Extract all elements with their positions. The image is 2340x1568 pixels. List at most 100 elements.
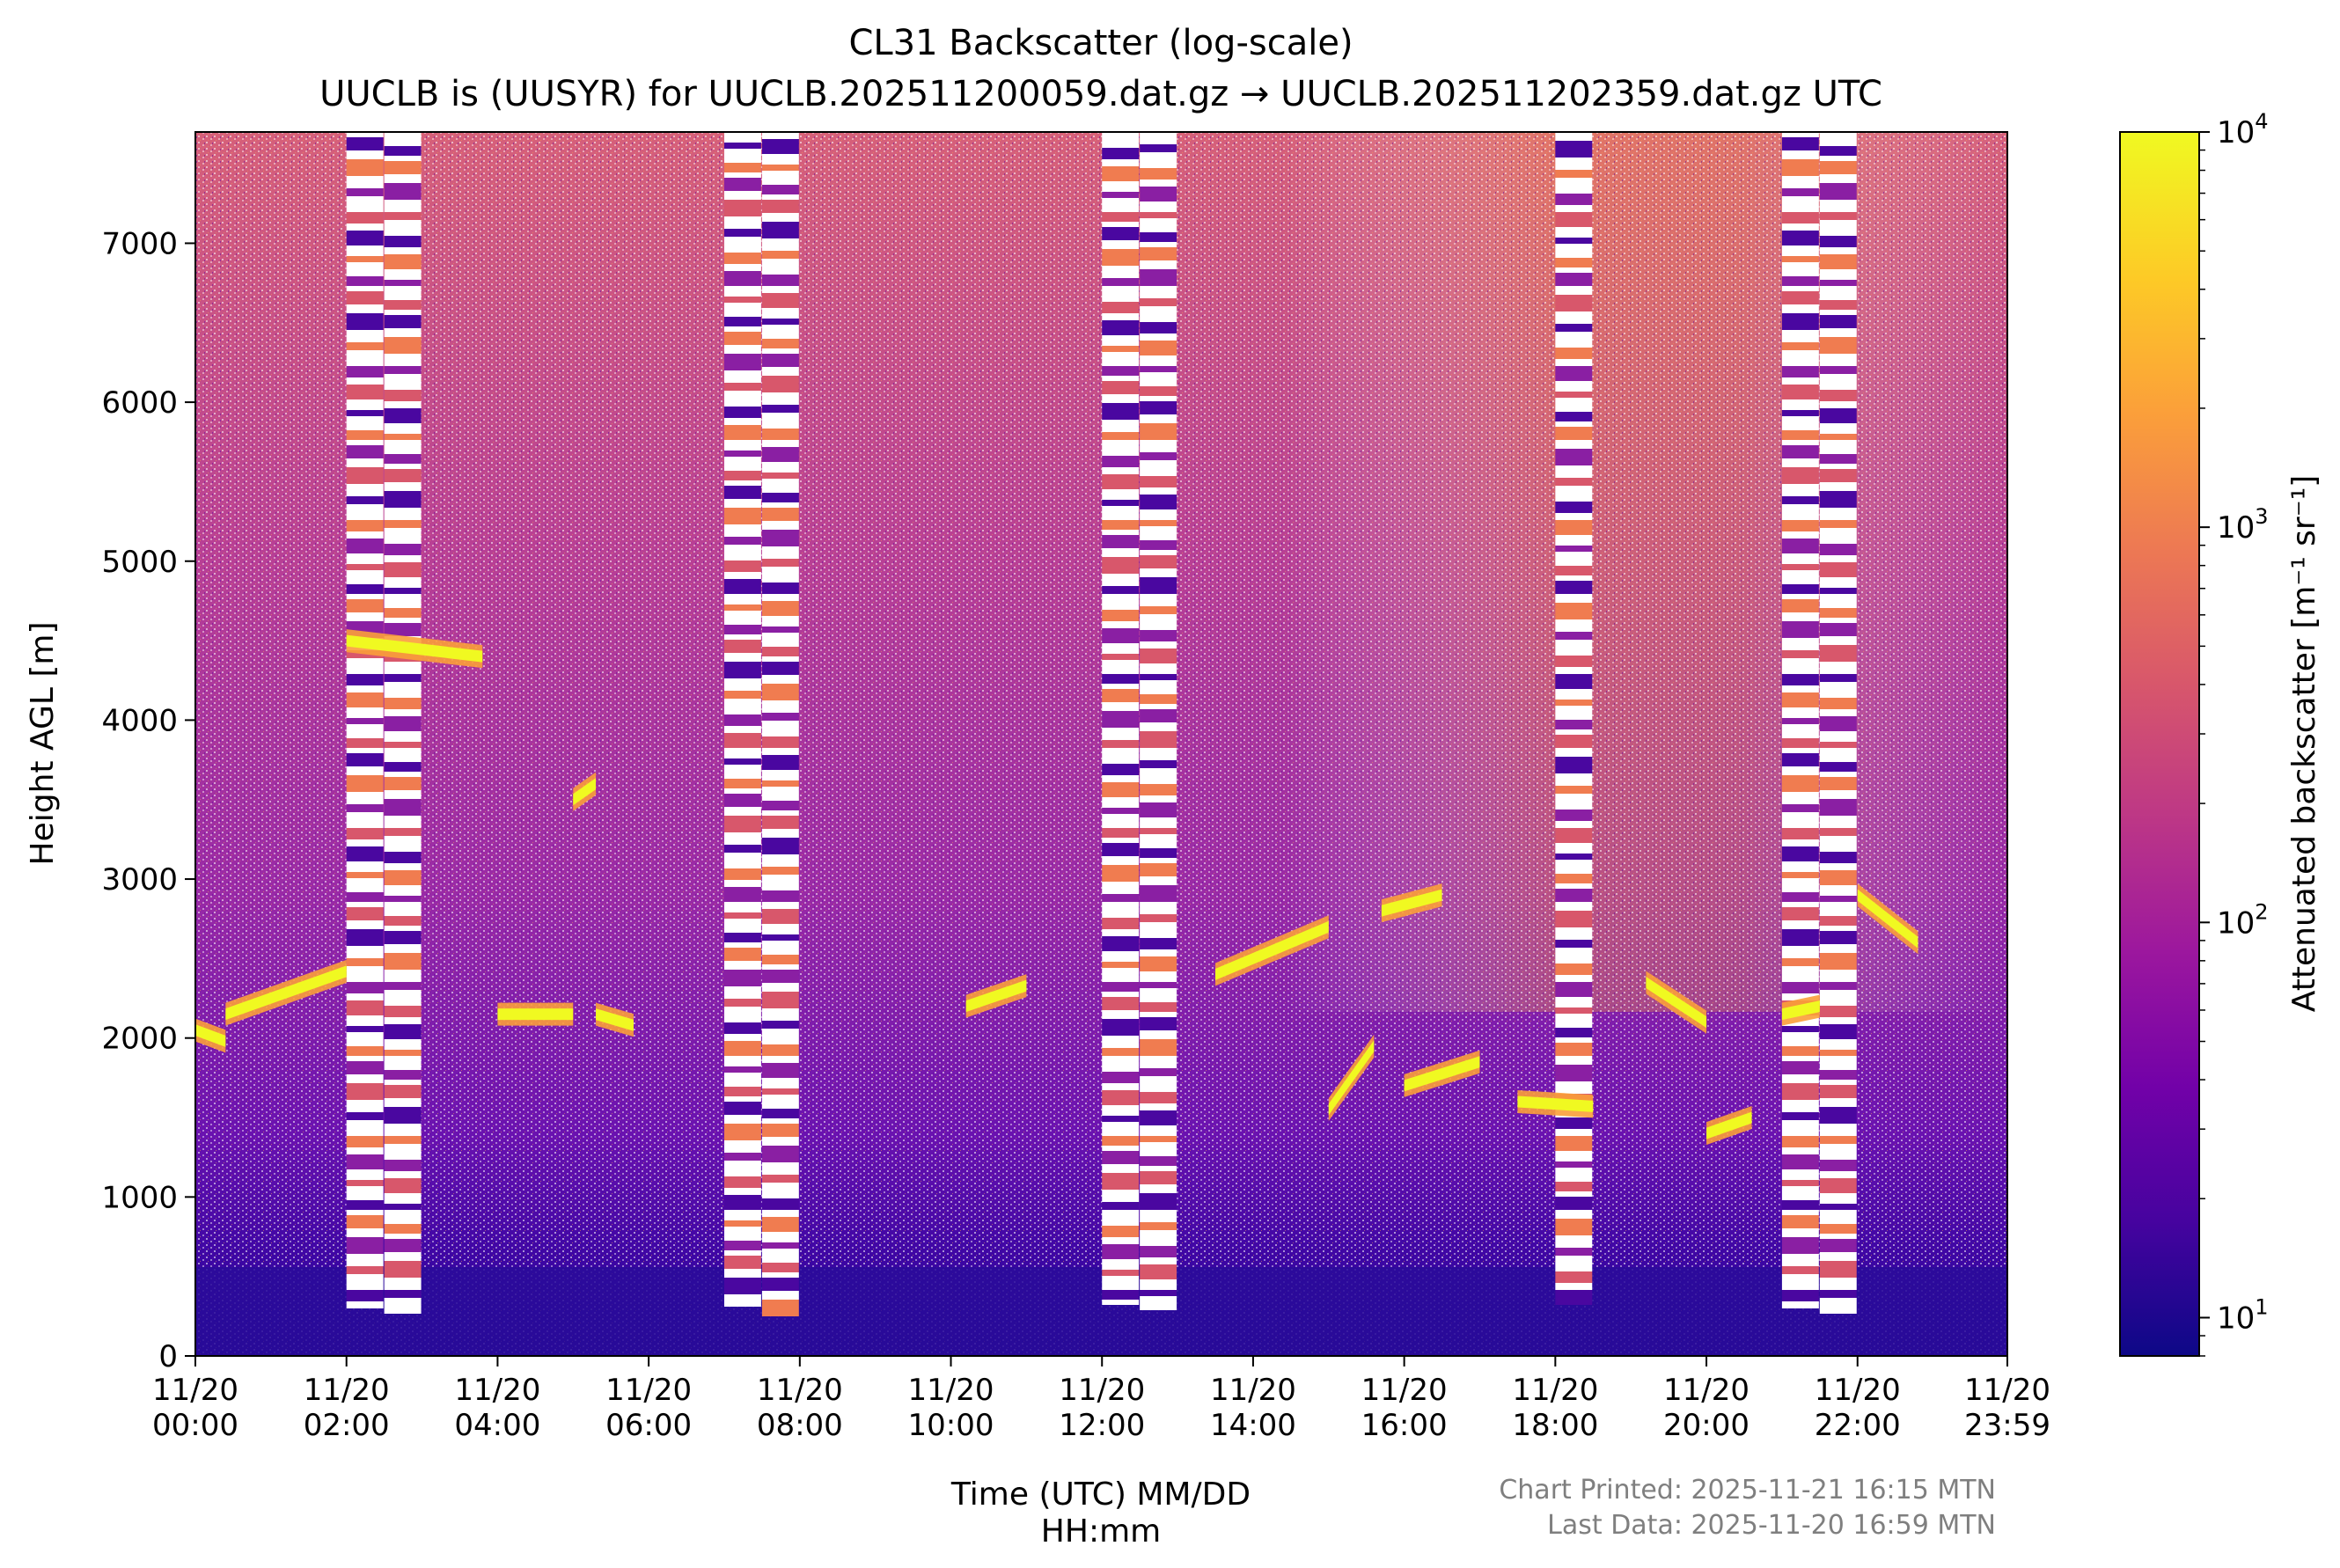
gap-stripe — [1819, 491, 1857, 508]
gap-stripe — [1819, 1224, 1857, 1234]
gap-stripe — [1140, 914, 1177, 922]
gap-stripe — [384, 926, 422, 931]
gap-stripe — [346, 262, 384, 276]
gap-stripe — [384, 970, 422, 982]
gap-stripe — [761, 200, 799, 213]
gap-stripe — [384, 1056, 422, 1070]
gap-stripe — [1555, 821, 1593, 828]
x-tick-label-date: 11/20 — [1361, 1373, 1448, 1408]
gap-stripe — [1781, 792, 1819, 804]
gap-stripe — [1781, 1169, 1819, 1180]
gap-stripe — [1140, 863, 1177, 876]
gap-stripe — [1781, 753, 1819, 766]
gap-stripe — [1555, 178, 1593, 194]
gap-stripe — [723, 332, 761, 345]
gap-stripe — [346, 907, 384, 920]
x-tick-label-date: 11/20 — [908, 1373, 994, 1408]
gap-stripe — [346, 658, 384, 674]
gap-stripe — [384, 286, 422, 300]
gap-stripe — [1781, 1112, 1819, 1120]
gap-stripe — [1102, 748, 1140, 764]
gap-stripe — [1819, 212, 1857, 220]
gap-stripe — [1140, 1210, 1177, 1222]
gap-stripe — [1102, 530, 1140, 535]
gap-stripe — [384, 1136, 422, 1144]
gap-stripe — [1555, 440, 1593, 449]
gap-stripe — [1140, 540, 1177, 550]
gap-stripe — [723, 172, 761, 178]
gap-stripe — [1140, 187, 1177, 201]
gap-stripe — [761, 1063, 799, 1078]
gap-stripe — [346, 1000, 384, 1015]
gap-stripe — [1140, 848, 1177, 858]
gap-stripe — [1555, 359, 1593, 366]
gap-stripe — [761, 594, 799, 601]
gap-stripe — [1781, 1032, 1819, 1046]
gap-stripe — [1819, 1278, 1857, 1290]
gap-stripe — [761, 941, 799, 955]
gap-stripe — [1781, 846, 1819, 861]
gap-stripe — [1140, 1156, 1177, 1166]
gap-stripe — [1781, 1154, 1819, 1169]
gap-stripe — [1819, 1039, 1857, 1050]
gap-stripe — [1140, 956, 1177, 971]
gap-stripe — [1819, 990, 1857, 1006]
gap-stripe — [1781, 707, 1819, 718]
gap-stripe — [1781, 1120, 1819, 1136]
x-tick-label-time: 14:00 — [1210, 1408, 1296, 1443]
x-tick-label-time: 18:00 — [1512, 1408, 1598, 1443]
gap-stripe — [761, 626, 799, 633]
gap-stripe — [723, 1250, 761, 1256]
gap-stripe — [1140, 641, 1177, 648]
gap-stripe — [384, 1204, 422, 1210]
gap-stripe — [1140, 1290, 1177, 1296]
gap-stripe — [723, 933, 761, 942]
gap-stripe — [1140, 355, 1177, 366]
gap-stripe — [1102, 968, 1140, 982]
gap-stripe — [723, 149, 761, 163]
gap-stripe — [761, 1162, 799, 1175]
gap-stripe — [1140, 1002, 1177, 1012]
gap-stripe — [346, 1083, 384, 1100]
gap-stripe — [1102, 181, 1140, 192]
gap-stripe — [1555, 311, 1593, 324]
x-tick-label-time: 06:00 — [605, 1408, 692, 1443]
gap-stripe — [1781, 612, 1819, 621]
gap-stripe — [1555, 158, 1593, 170]
gap-stripe — [1555, 997, 1593, 1007]
gap-stripe — [1781, 1210, 1819, 1215]
gap-stripe — [761, 656, 799, 662]
gap-stripe — [1102, 366, 1140, 376]
gap-stripe — [1140, 1279, 1177, 1290]
gap-stripe — [346, 430, 384, 440]
gap-stripe — [723, 451, 761, 457]
gap-stripe — [1102, 520, 1140, 530]
gap-stripe — [346, 1136, 384, 1147]
gap-stripe — [723, 271, 761, 286]
gap-stripe — [1555, 874, 1593, 883]
x-tick-label-time: 12:00 — [1059, 1408, 1145, 1443]
gap-stripe — [761, 308, 799, 319]
gap-stripe — [384, 508, 422, 520]
gap-stripe — [1781, 304, 1819, 313]
gap-stripe — [384, 401, 422, 408]
gap-stripe — [1781, 553, 1819, 564]
gap-stripe — [1555, 520, 1593, 535]
gap-stripe — [384, 828, 422, 836]
gap-stripe — [384, 236, 422, 247]
surface-layer — [195, 1267, 2007, 1356]
gap-stripe — [346, 496, 384, 504]
gap-stripe — [723, 1153, 761, 1161]
gap-stripe — [1140, 1142, 1177, 1156]
gap-stripe — [723, 634, 761, 640]
gap-stripe — [1555, 706, 1593, 720]
gap-stripe — [384, 310, 422, 315]
gap-stripe — [723, 345, 761, 354]
gap-stripe — [1140, 1030, 1177, 1039]
gap-stripe — [761, 1210, 799, 1217]
gap-stripe — [1819, 528, 1857, 544]
gap-stripe — [346, 685, 384, 692]
gap-stripe — [384, 1210, 422, 1224]
y-tick-label: 1000 — [101, 1180, 178, 1215]
gap-stripe — [1140, 817, 1177, 828]
